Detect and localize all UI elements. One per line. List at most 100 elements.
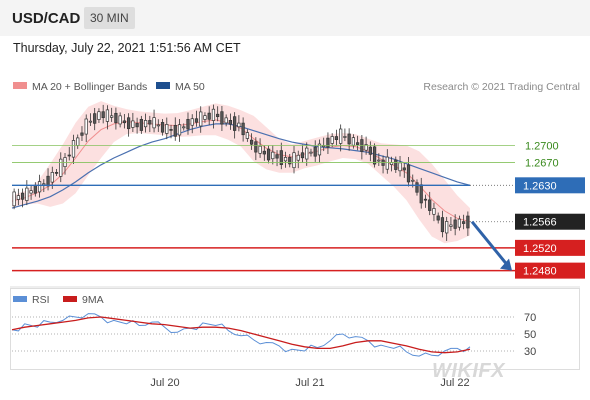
candle-body [211,108,216,121]
candle-body [402,167,406,171]
candle-body [283,157,288,162]
pivot-label: 1.2630 [523,180,557,192]
candle-body [275,154,279,159]
rsi-ma-legend-swatch [63,296,77,302]
bollinger-band-area [12,101,470,244]
candle-body [177,124,182,136]
candle-body [110,115,114,118]
candle-body [46,175,50,187]
candle-body [326,137,330,148]
candle-body [216,113,220,118]
candle-body [355,142,360,145]
last-price-label: 1.2566 [523,217,557,229]
rsi-ma-legend-label: 9MA [82,294,104,306]
ma50-line [11,123,471,209]
candle-body [296,154,300,161]
candle-body [101,111,105,119]
candle-body [415,182,419,193]
rsi-ma-line [11,316,471,354]
candle-body [207,112,211,120]
candle-body [317,143,322,156]
candle-body [377,159,381,162]
candle-body [288,157,292,165]
x-tick-label: Jul 21 [295,377,324,389]
resistance-label: 1.2670 [525,158,559,170]
candle-body [440,217,445,233]
candle-body [432,208,436,215]
ma20-legend-label: MA 20 + Bollinger Bands [32,81,147,93]
candle-body [330,136,334,144]
candle-body [20,192,25,200]
candle-body [186,118,190,130]
candle-body [258,145,262,154]
candle-body [228,120,233,125]
candle-body [67,154,71,157]
candle-body [37,181,42,193]
candle-body [462,221,466,224]
candle-body [50,172,54,183]
candle-body [118,115,122,125]
candle-body [224,117,228,124]
candle-body [262,150,266,155]
interval-badge[interactable]: 30 MIN [84,7,135,29]
candle-body [194,118,199,123]
candle-body [398,162,402,172]
rsi-legend-swatch [13,296,27,302]
rsi-tick-label: 30 [524,346,536,358]
ma20-line [11,119,471,223]
candle-body [445,221,449,234]
candle-body [334,136,339,141]
candle-body [233,116,237,131]
candle-body [16,195,20,200]
candle-body [63,157,67,168]
candle-body [105,109,110,122]
candle-body [411,179,415,182]
candle-body [453,219,457,229]
candle-body [199,111,203,127]
candle-body [80,132,84,136]
ma50-legend-label: MA 50 [175,81,205,93]
ma50-legend-swatch [156,82,170,89]
candle-body [466,215,470,229]
candle-body [351,137,356,146]
rsi-legend-label: RSI [32,294,50,306]
candle-body [436,215,440,221]
support-tag [515,239,585,256]
candle-body [93,113,97,124]
candle-body [139,118,143,131]
candle-body [54,172,59,174]
rsi-plot: 70 50 30 [11,312,536,358]
x-tick-label: Jul 20 [150,377,179,389]
candle-body [42,183,46,186]
candle-body [126,117,131,130]
support-label: 1.2520 [523,243,557,255]
candle-body [135,123,139,128]
candle-body [419,184,423,204]
candle-body [220,111,224,125]
candle-body [245,132,249,139]
candle-body [368,146,372,155]
candle-body [190,118,194,126]
candle-body [249,139,254,145]
candle-body [114,112,118,124]
forecast-arrow-shaft [470,220,509,266]
candle-body [237,122,241,128]
x-axis: Jul 20 Jul 21 Jul 22 [150,377,469,389]
candle-body [148,120,152,125]
candle-body [254,141,258,153]
candle-body [165,124,169,134]
candle-body [271,151,275,160]
candle-body [300,152,305,159]
candle-body [266,148,271,161]
candle-body [25,187,29,201]
candle-body [182,126,186,129]
candle-body [305,147,309,160]
candle-body [457,218,462,228]
candle-body [449,224,453,227]
candle-body [343,136,347,138]
watermark-logo: WIKIFX [432,360,505,382]
rsi-line [11,313,471,357]
candle-body [143,120,148,128]
candle-body [173,124,177,137]
